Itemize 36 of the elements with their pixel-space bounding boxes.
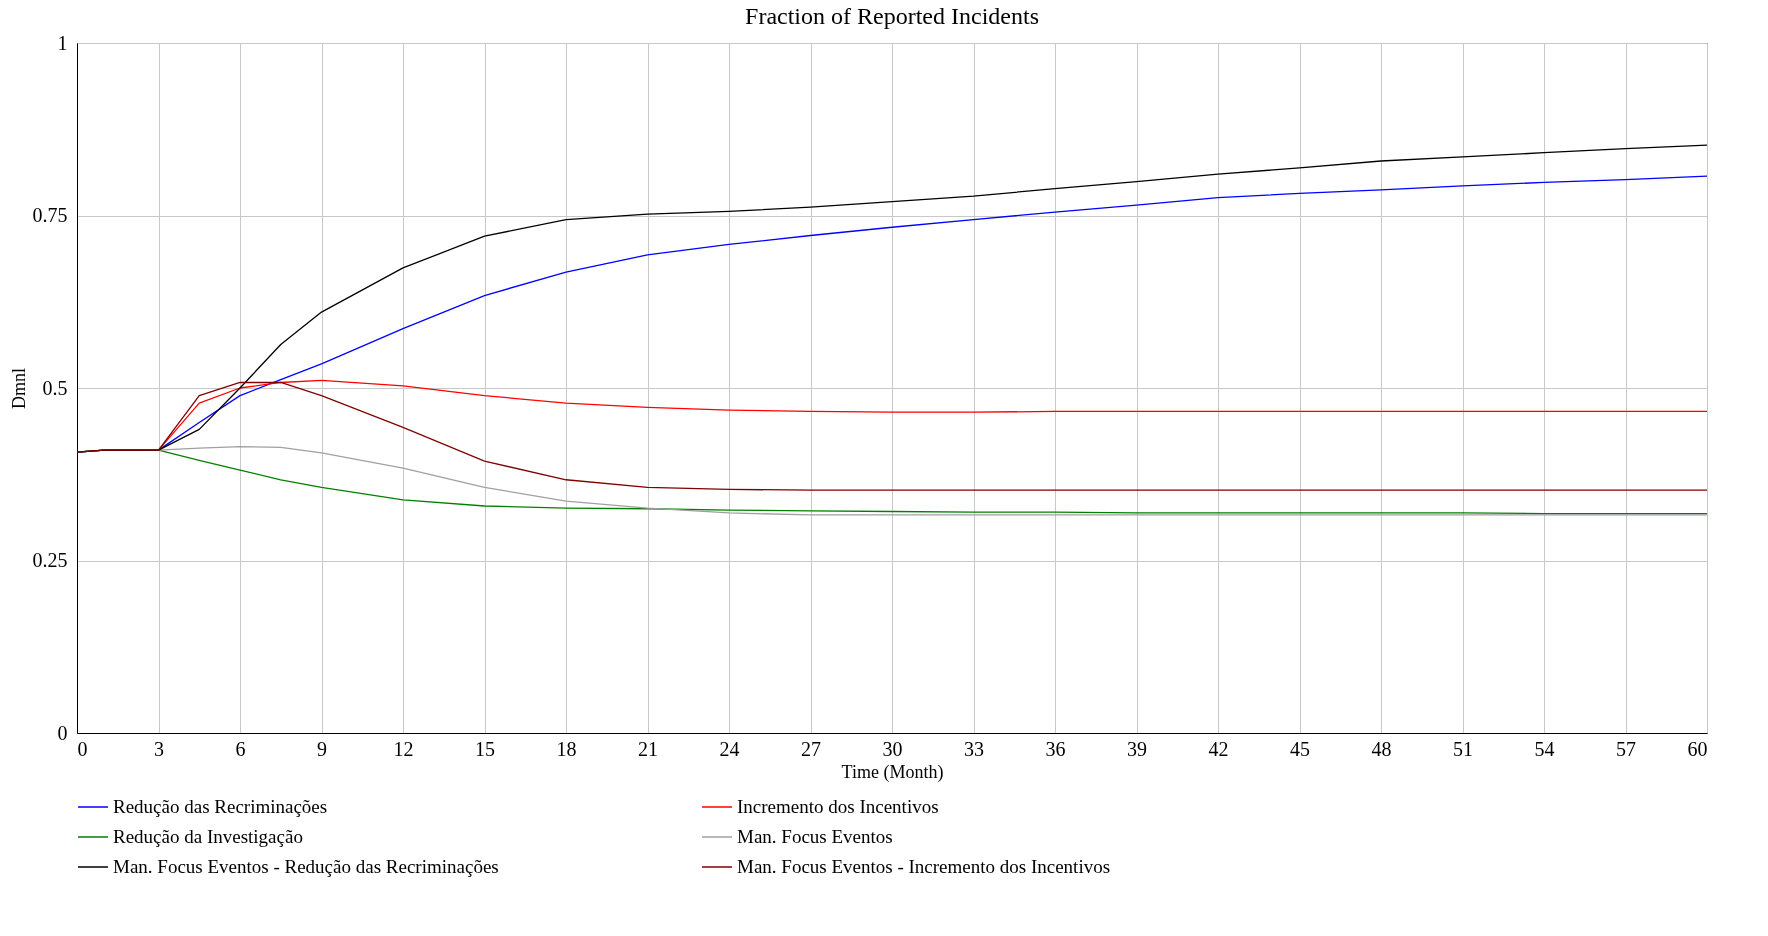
- y-tick-label: 0.75: [32, 204, 68, 226]
- x-tick-label: 48: [1371, 737, 1392, 760]
- legend-label: Redução das Recriminações: [113, 796, 328, 817]
- x-tick-label: 21: [638, 737, 658, 760]
- x-tick-label: 36: [1045, 737, 1066, 760]
- legend-label: Redução da Investigação: [113, 826, 303, 847]
- x-tick-label: 45: [1290, 737, 1310, 760]
- x-axis-title: Time (Month): [841, 761, 944, 783]
- x-tick-label: 12: [393, 737, 414, 760]
- legend-label: Man. Focus Eventos: [737, 826, 893, 847]
- x-tick-label: 57: [1616, 737, 1636, 760]
- x-tick-label: 0: [77, 737, 88, 760]
- legend-label: Man. Focus Eventos - Incremento dos Incentivos: [737, 856, 1111, 877]
- x-tick-label: 24: [719, 737, 740, 760]
- x-tick-label: 18: [556, 737, 577, 760]
- legend-label: Man. Focus Eventos - Redução das Recriminações: [113, 856, 499, 877]
- x-tick-label: 60: [1687, 737, 1708, 760]
- x-tick-label: 15: [475, 737, 495, 760]
- y-tick-label: 0.25: [32, 549, 68, 571]
- chart-title: Fraction of Reported Incidents: [745, 3, 1039, 29]
- x-tick-label: 39: [1127, 737, 1147, 760]
- legend-label: Incremento dos Incentivos: [737, 796, 939, 817]
- x-tick-label: 9: [317, 737, 327, 760]
- x-tick-label: 54: [1534, 737, 1555, 760]
- x-tick-label: 33: [964, 737, 984, 760]
- y-tick-label: 1: [57, 31, 68, 54]
- x-tick-label: 51: [1453, 737, 1473, 760]
- y-tick-label: 0: [57, 721, 68, 744]
- x-tick-label: 3: [154, 737, 164, 760]
- x-tick-label: 6: [235, 737, 246, 760]
- y-tick-label: 0.5: [42, 376, 68, 399]
- line-series: [76, 381, 1708, 491]
- x-tick-label: 30: [882, 737, 903, 760]
- x-tick-label: 27: [801, 737, 821, 760]
- x-tick-label: 42: [1208, 737, 1229, 760]
- y-axis-title: Dmnl: [8, 367, 29, 410]
